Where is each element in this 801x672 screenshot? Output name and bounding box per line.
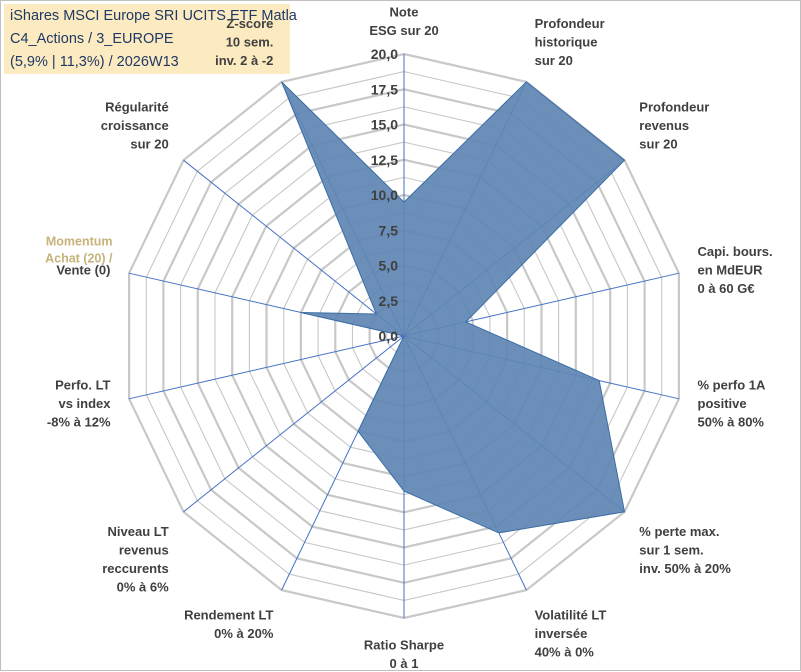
momentum-label: Momentum Achat (20) / [45, 235, 113, 266]
spoke-line [183, 159, 405, 337]
axis-label: 0% à 6% [117, 580, 169, 595]
axis-label: historique [535, 34, 598, 49]
axis-label: Niveau LT [108, 524, 169, 539]
axis-label: vs index [58, 396, 111, 411]
axis-label: sur 20 [535, 53, 573, 68]
tick-label: 2,5 [379, 293, 399, 309]
tick-label: 20,0 [371, 46, 398, 62]
axis-label: 0 à 1 [390, 656, 419, 671]
axis-label: revenus [639, 118, 689, 133]
radar-axis-labels: Note ESG sur 20 Profondeur historique sur 20… [47, 5, 773, 672]
axis-label: sur 20 [639, 136, 677, 151]
axis-label: 0 à 60 G€ [698, 281, 755, 296]
tick-label: 10,0 [371, 187, 398, 203]
axis-label: Rendement LT [184, 608, 273, 623]
axis-label: % perte max. [639, 524, 719, 539]
chart-title-box: iShares MSCI Europe SRI UCITS ETF Matla … [4, 4, 297, 74]
spoke-line [128, 335, 405, 400]
tick-label: 17,5 [371, 81, 398, 97]
axis-label: Capi. bours. [698, 244, 773, 259]
axis-label: Profondeur [535, 16, 605, 31]
chart-title-line-1: iShares MSCI Europe SRI UCITS ETF Matla [10, 8, 297, 24]
axis-label: revenus [119, 543, 169, 558]
axis-label: inv. 2 à -2 [215, 53, 273, 68]
axis-label: Z-score [226, 16, 273, 31]
tick-label: 0,0 [379, 328, 399, 344]
axis-label: 10 sem. [226, 34, 274, 49]
tick-label: 12,5 [371, 152, 398, 168]
tick-label: 5,0 [379, 258, 399, 274]
radar-tick-labels: 0,0 2,5 5,0 7,5 10,0 12,5 15,0 17,5 20,0 [371, 46, 398, 344]
axis-label: 40% à 0% [535, 645, 595, 660]
spoke-line [183, 335, 405, 513]
axis-label: Profondeur [639, 99, 709, 114]
axis-label: reccurents [102, 561, 168, 576]
axis-label: Vente (0) [56, 262, 110, 277]
axis-label: Note [390, 5, 419, 20]
tick-label: 15,0 [371, 117, 398, 133]
radar-data-area [281, 81, 626, 534]
chart-title-line-2: C4_Actions / 3_EUROPE [10, 31, 174, 47]
momentum-text: Achat (20) / [45, 252, 113, 266]
axis-label: positive [698, 396, 747, 411]
momentum-text: Momentum [46, 235, 113, 249]
series-area [281, 81, 626, 534]
axis-label: 50% à 80% [698, 415, 765, 430]
axis-label: -8% à 12% [47, 415, 111, 430]
axis-label: % perfo 1A [698, 378, 767, 393]
axis-label: ESG sur 20 [369, 23, 438, 38]
axis-label: sur 1 sem. [639, 543, 703, 558]
axis-label: en MdEUR [698, 262, 764, 277]
chart-title-line-3: (5,9% | 11,3%) / 2026W13 [10, 54, 179, 70]
axis-label: inversée [535, 626, 588, 641]
tick-label: 7,5 [379, 222, 399, 238]
axis-label: sur 20 [130, 136, 168, 151]
axis-label: croissance [101, 118, 169, 133]
axis-label: 0% à 20% [214, 626, 274, 641]
axis-label: inv. 50% à 20% [639, 561, 731, 576]
axis-label: Volatilité LT [535, 608, 607, 623]
axis-label: Régularité [105, 99, 169, 114]
axis-label: Ratio Sharpe [364, 638, 444, 653]
axis-label: Perfo. LT [55, 378, 110, 393]
